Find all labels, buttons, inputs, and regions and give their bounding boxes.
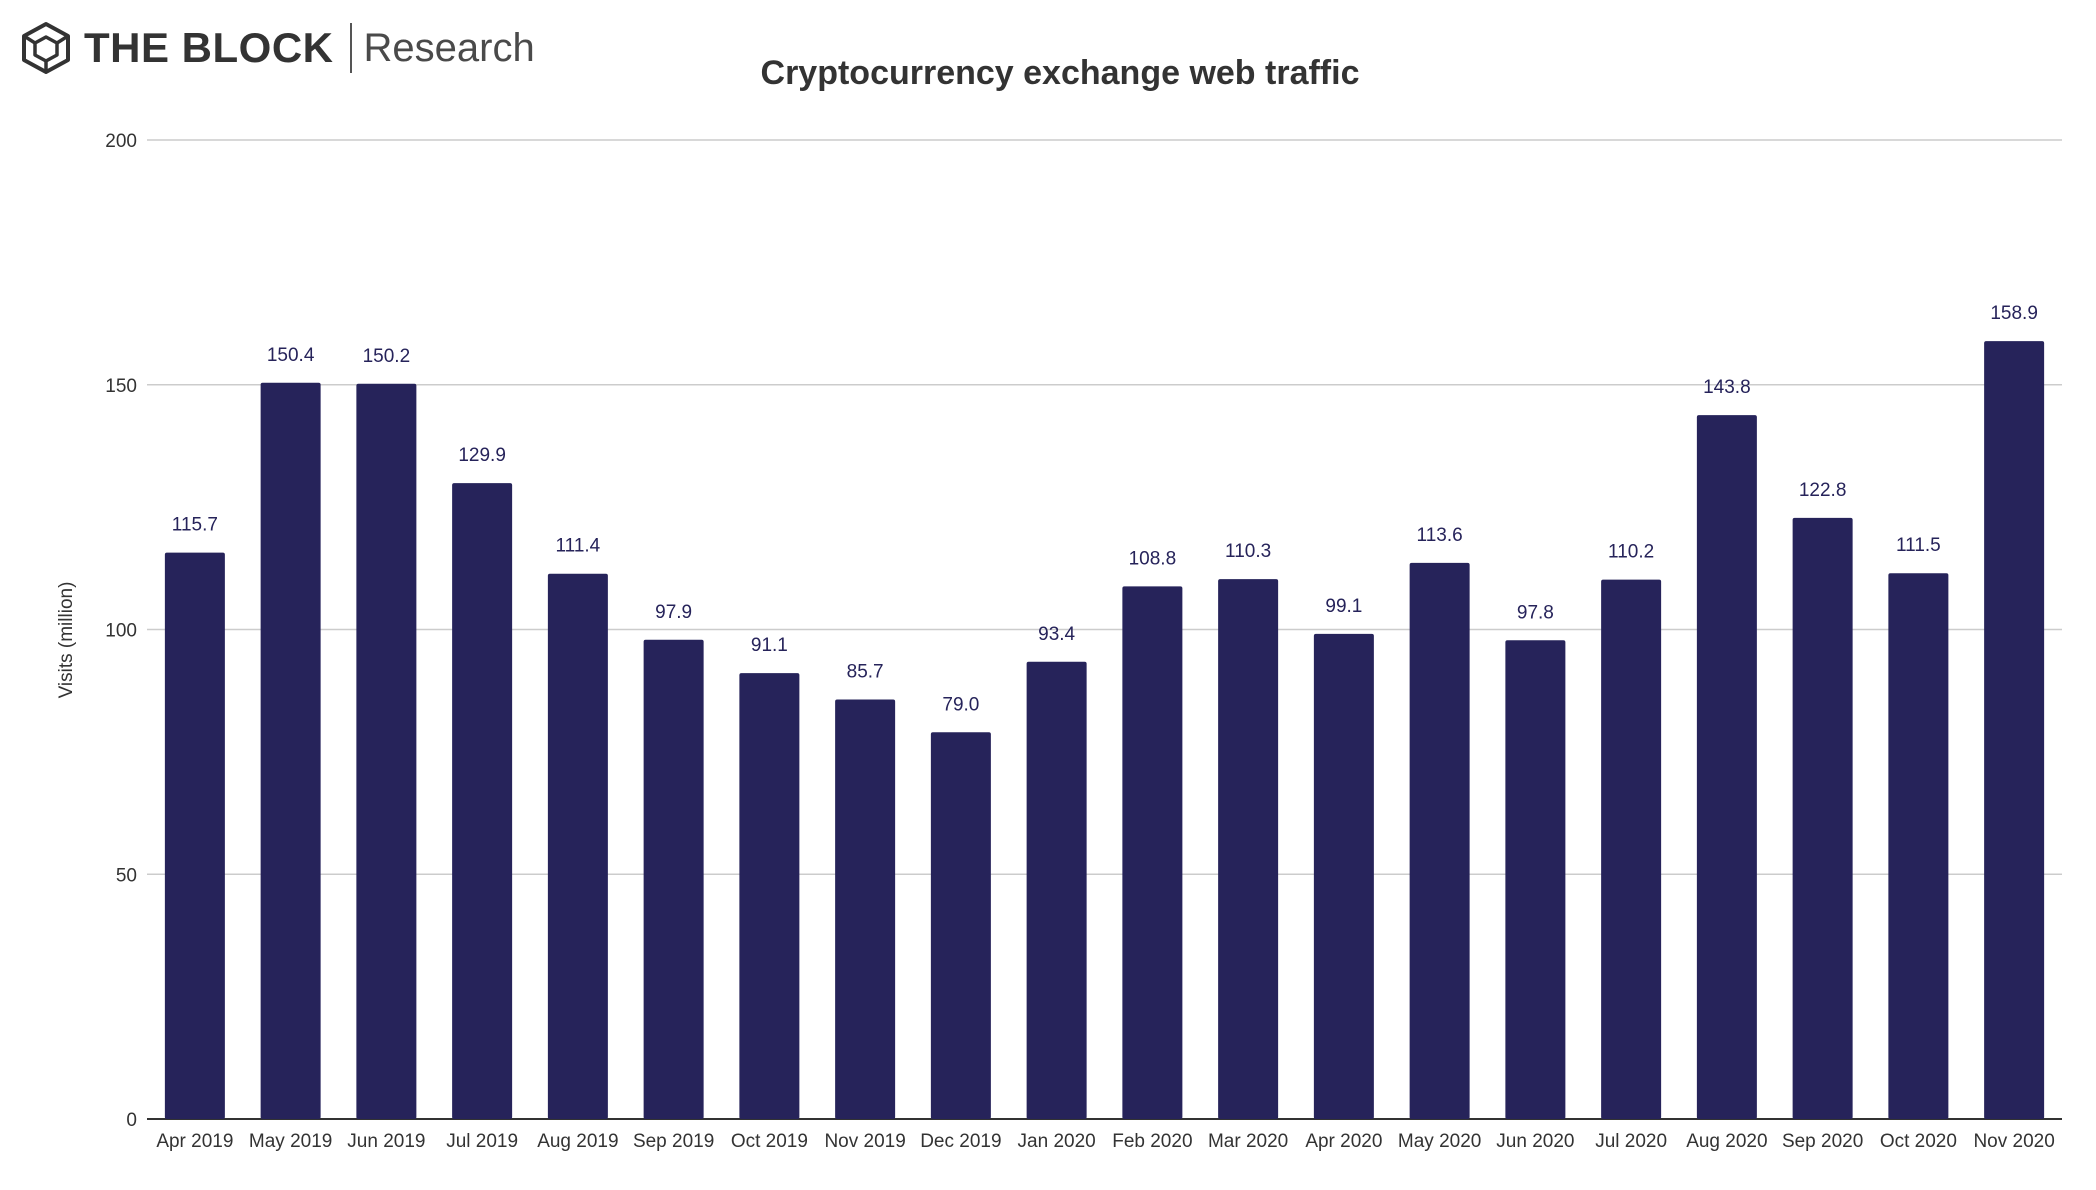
data-label: 115.7	[172, 515, 218, 536]
bar	[1792, 517, 1853, 1119]
bar	[1218, 579, 1279, 1119]
data-label: 91.1	[751, 635, 788, 656]
data-label: 97.9	[655, 602, 692, 623]
gridlines	[147, 139, 2062, 1120]
bar	[1122, 586, 1183, 1119]
y-tick-label: 50	[116, 865, 137, 886]
data-label: 93.4	[1038, 624, 1075, 645]
y-axis-label: Visits (million)	[56, 582, 77, 699]
x-tick-label: Apr 2019	[156, 1131, 233, 1152]
bar	[739, 673, 800, 1119]
bar	[164, 552, 225, 1119]
data-label: 150.4	[267, 345, 315, 366]
brand-logo: THE BLOCK Research	[20, 18, 535, 78]
data-label: 97.8	[1517, 602, 1554, 623]
bar	[1026, 661, 1087, 1119]
bar	[1409, 562, 1470, 1119]
bar	[547, 573, 608, 1119]
logo-divider	[349, 23, 352, 73]
y-tick-label: 150	[105, 376, 137, 397]
x-tick-label: May 2019	[249, 1131, 332, 1152]
data-label: 122.8	[1799, 480, 1847, 501]
data-labels: 115.7 150.4 150.2 129.9 111.4 97.9 91.1 85.7 79.…	[172, 303, 2038, 715]
x-tick-label: Jul 2020	[1595, 1131, 1667, 1152]
x-tick-label: Jan 2020	[1018, 1131, 1096, 1152]
x-tick-label: Mar 2020	[1208, 1131, 1288, 1152]
x-tick-label: May 2020	[1398, 1131, 1481, 1152]
x-tick-label: Nov 2020	[1973, 1131, 2054, 1152]
bars	[164, 341, 2045, 1119]
data-label: 110.3	[1225, 541, 1271, 562]
x-tick-label: Aug 2020	[1686, 1131, 1767, 1152]
x-axis-ticks: Apr 2019 May 2019 Jun 2019 Jul 2019 Aug 2019…	[156, 1131, 2054, 1152]
data-label: 129.9	[458, 445, 506, 466]
x-tick-label: Jun 2019	[347, 1131, 425, 1152]
brand-subtitle: Research	[363, 26, 535, 70]
bar	[356, 383, 417, 1119]
data-label: 111.5	[1896, 535, 1941, 556]
chart-title: Cryptocurrency exchange web traffic	[761, 54, 1360, 92]
data-label: 108.8	[1129, 548, 1177, 569]
bar	[1313, 633, 1374, 1119]
bar	[1601, 579, 1662, 1119]
y-axis-ticks: 0 50 100 150 200	[105, 131, 137, 1131]
data-label: 111.4	[556, 536, 601, 557]
x-tick-label: Feb 2020	[1112, 1131, 1192, 1152]
bar	[1505, 640, 1566, 1119]
data-label: 79.0	[942, 694, 979, 715]
brand-name: THE BLOCK	[84, 24, 334, 71]
x-tick-label: Sep 2019	[633, 1131, 714, 1152]
bar	[1888, 573, 1949, 1119]
x-tick-label: Aug 2019	[537, 1131, 618, 1152]
x-tick-label: Sep 2020	[1782, 1131, 1863, 1152]
x-tick-label: Oct 2020	[1880, 1131, 1957, 1152]
data-label: 113.6	[1417, 525, 1463, 546]
x-tick-label: Dec 2019	[920, 1131, 1001, 1152]
x-tick-label: Nov 2019	[824, 1131, 905, 1152]
data-label: 158.9	[1990, 303, 2038, 324]
bar	[1696, 415, 1757, 1119]
bar	[452, 483, 513, 1119]
bar	[835, 699, 896, 1119]
x-tick-label: Jun 2020	[1496, 1131, 1574, 1152]
data-label: 143.8	[1703, 377, 1751, 398]
data-label: 150.2	[363, 346, 411, 367]
bar	[930, 732, 991, 1119]
y-tick-label: 100	[105, 621, 137, 642]
x-tick-label: Jul 2019	[446, 1131, 518, 1152]
y-tick-label: 200	[105, 131, 137, 152]
bar	[1984, 341, 2045, 1119]
data-label: 85.7	[847, 661, 884, 682]
data-label: 110.2	[1608, 542, 1654, 563]
data-label: 99.1	[1325, 596, 1362, 617]
y-tick-label: 0	[126, 1110, 137, 1131]
bar	[643, 639, 704, 1119]
cube-logo-icon	[22, 22, 70, 74]
bar	[260, 382, 321, 1119]
x-tick-label: Oct 2019	[731, 1131, 808, 1152]
x-tick-label: Apr 2020	[1305, 1131, 1382, 1152]
